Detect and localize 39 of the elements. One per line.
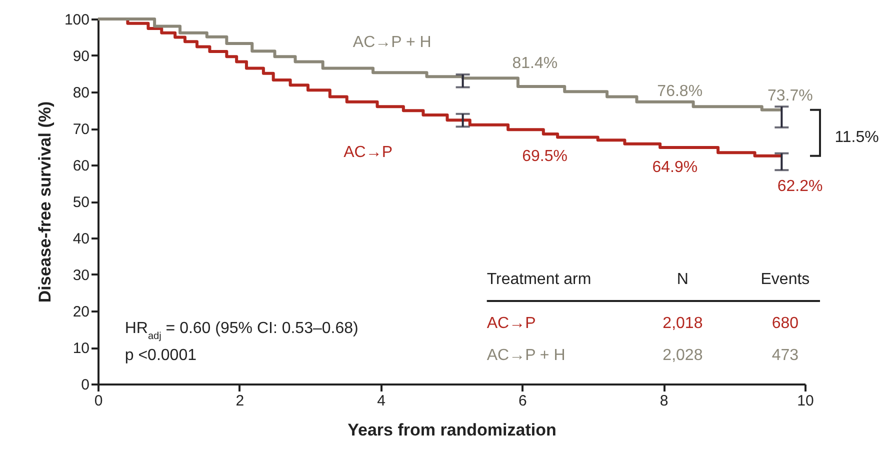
annotation: 680 <box>772 315 799 332</box>
y-tick-label: 70 <box>72 121 90 138</box>
x-tick-label: 4 <box>377 392 386 410</box>
annotation: HR$_{adj}$ = 0.60 (95% CI: 0.53–0.68) <box>124 320 358 342</box>
annotation: 73.7% <box>767 88 813 105</box>
text: AC→P <box>344 144 393 161</box>
y-tick-label: 50 <box>72 194 90 211</box>
annotation: 62.2% <box>777 178 823 196</box>
text: 11.5% <box>834 128 879 146</box>
y-tick-label: 40 <box>72 230 90 248</box>
y-tick-label: 90 <box>72 48 90 65</box>
annotation: 81.4% <box>512 54 558 72</box>
annotation: 2,028 <box>662 347 703 364</box>
y-tick-label: 30 <box>72 267 90 284</box>
annotation: N <box>676 270 688 288</box>
y-tick-label: 10 <box>72 340 90 357</box>
y-tick-label: 60 <box>72 158 90 174</box>
x-tick-label: 2 <box>236 392 244 410</box>
annotation: AC→P <box>486 315 536 332</box>
annotation: AC→P + H <box>486 347 566 364</box>
annotation: 69.5% <box>522 148 568 165</box>
x-axis-title: Years from randomization <box>348 420 556 440</box>
annotation: 2,018 <box>662 315 703 332</box>
series-label: AC→P + H <box>352 34 432 51</box>
y-axis-title: Disease-free survival (%) <box>35 101 54 303</box>
annotation: p <0.0001 <box>124 347 197 364</box>
y-tick-label: 100 <box>64 12 90 28</box>
annotation: Treatment arm <box>486 270 592 288</box>
x-tick-label: 10 <box>797 392 814 410</box>
annotation: 76.8% <box>657 82 703 100</box>
x-tick-label: 8 <box>660 392 668 410</box>
annotation: Events <box>760 270 810 288</box>
annotation: 473 <box>772 347 799 364</box>
y-tick-label: 0 <box>81 376 90 394</box>
annotation: 64.9% <box>652 158 698 176</box>
y-tick-label: 20 <box>72 304 90 320</box>
x-tick-label: 0 <box>94 392 103 410</box>
y-tick-label: 80 <box>72 84 90 102</box>
x-tick-label: 6 <box>518 392 527 410</box>
